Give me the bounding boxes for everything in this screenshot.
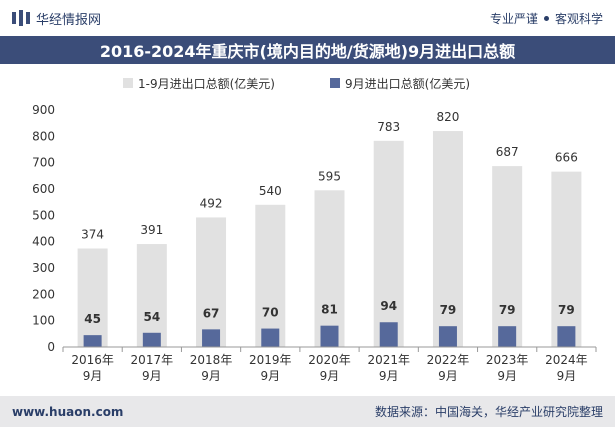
legend-swatch-sept	[330, 78, 340, 88]
y-tick-label: 500	[32, 208, 55, 222]
x-tick-label: 2024年 9月	[545, 353, 588, 383]
x-tick-label: 2022年 9月	[427, 353, 470, 383]
bar-total	[255, 204, 286, 347]
tagline-left: 专业严谨	[489, 11, 538, 26]
y-tick-label: 200	[32, 287, 55, 301]
footer-url[interactable]: www.huaon.com	[12, 404, 124, 419]
legend-label-sept: 9月进出口总额(亿美元)	[345, 76, 470, 91]
data-label-total: 820	[436, 110, 459, 124]
y-tick-label: 0	[47, 340, 55, 354]
bar-sept	[379, 322, 398, 347]
logo-icon	[12, 10, 30, 26]
bar-total	[136, 244, 167, 347]
footer: www.huaon.com 数据来源：中国海关，华经产业研究院整理	[0, 396, 615, 427]
data-label-total: 666	[555, 151, 578, 165]
y-axis: 0 100 200 300 400 500 600 700 800 900	[32, 103, 55, 354]
bar-sept	[261, 328, 280, 347]
y-tick-label: 400	[32, 235, 55, 249]
bar-total	[492, 166, 523, 347]
data-label-sept: 54	[143, 310, 160, 324]
y-tick-label: 600	[32, 182, 55, 196]
separator-dot-icon	[543, 15, 549, 21]
bar-sept	[202, 329, 221, 347]
bar-total	[551, 171, 582, 347]
y-tick-label: 700	[32, 156, 55, 170]
data-label-sept: 79	[558, 303, 575, 317]
bar-sept	[83, 335, 102, 347]
x-tick-label: 2016年 9月	[71, 353, 114, 383]
bar-sept	[557, 326, 576, 347]
data-label-sept: 70	[262, 306, 279, 320]
x-tick-label: 2023年 9月	[486, 353, 529, 383]
x-tick-label: 2019年 9月	[249, 353, 292, 383]
data-label-sept: 79	[499, 303, 516, 317]
data-label-total: 540	[259, 184, 282, 198]
data-label-sept: 67	[203, 306, 220, 320]
bar-sept	[498, 326, 517, 347]
data-label-sept: 79	[440, 303, 457, 317]
data-label-total: 595	[318, 169, 341, 183]
bar-chart: 1-9月进出口总额(亿美元) 9月进出口总额(亿美元) 0 100 200 300 40…	[32, 76, 597, 383]
bar-sept	[142, 332, 161, 347]
tagline-right: 客观科学	[554, 11, 603, 26]
data-label-total: 391	[140, 223, 163, 237]
legend-label-total: 1-9月进出口总额(亿美元)	[138, 76, 275, 91]
x-tick-label: 2018年 9月	[190, 353, 233, 383]
chart-title-bar: 2016-2024年重庆市(境内目的地/货源地)9月进出口总额	[0, 36, 615, 64]
data-label-total: 374	[81, 228, 104, 242]
x-tick-label: 2017年 9月	[131, 353, 174, 383]
chart-title: 2016-2024年重庆市(境内目的地/货源地)9月进出口总额	[99, 42, 516, 61]
legend-swatch-total	[123, 78, 133, 88]
bar-sept	[320, 325, 339, 347]
data-label-sept: 81	[321, 303, 338, 317]
y-tick-label: 300	[32, 261, 55, 275]
y-tick-label: 900	[32, 103, 55, 117]
header: 华经情报网 专业严谨 客观科学	[0, 0, 615, 36]
footer-source: 数据来源：中国海关，华经产业研究院整理	[374, 405, 603, 419]
bar-total	[77, 248, 108, 347]
data-label-total: 687	[496, 145, 519, 159]
bars: 374 45 391 54 492 67 540 70 595 81 783 94 820 79 687 79…	[77, 110, 582, 347]
bar-sept	[438, 326, 457, 347]
data-label-total: 783	[377, 120, 400, 134]
x-tick-label: 2021年 9月	[367, 353, 410, 383]
y-tick-label: 100	[32, 314, 55, 328]
bar-total	[196, 217, 227, 347]
tagline: 专业严谨 客观科学	[490, 10, 603, 27]
bar-total	[314, 190, 345, 347]
y-tick-label: 800	[32, 129, 55, 143]
bar-total	[373, 140, 404, 347]
x-axis: 2016年 9月 2017年 9月 2018年 9月 2019年 9月 2020年 9月 2021年…	[62, 346, 597, 383]
bar-total	[432, 131, 463, 347]
brand-name: 华经情报网	[36, 12, 102, 28]
legend: 1-9月进出口总额(亿美元) 9月进出口总额(亿美元)	[123, 76, 470, 91]
x-tick-label: 2020年 9月	[308, 353, 351, 383]
data-label-total: 492	[200, 196, 223, 210]
brand[interactable]: 华经情报网	[12, 9, 101, 28]
data-label-sept: 45	[84, 312, 101, 326]
data-label-sept: 94	[380, 299, 397, 313]
